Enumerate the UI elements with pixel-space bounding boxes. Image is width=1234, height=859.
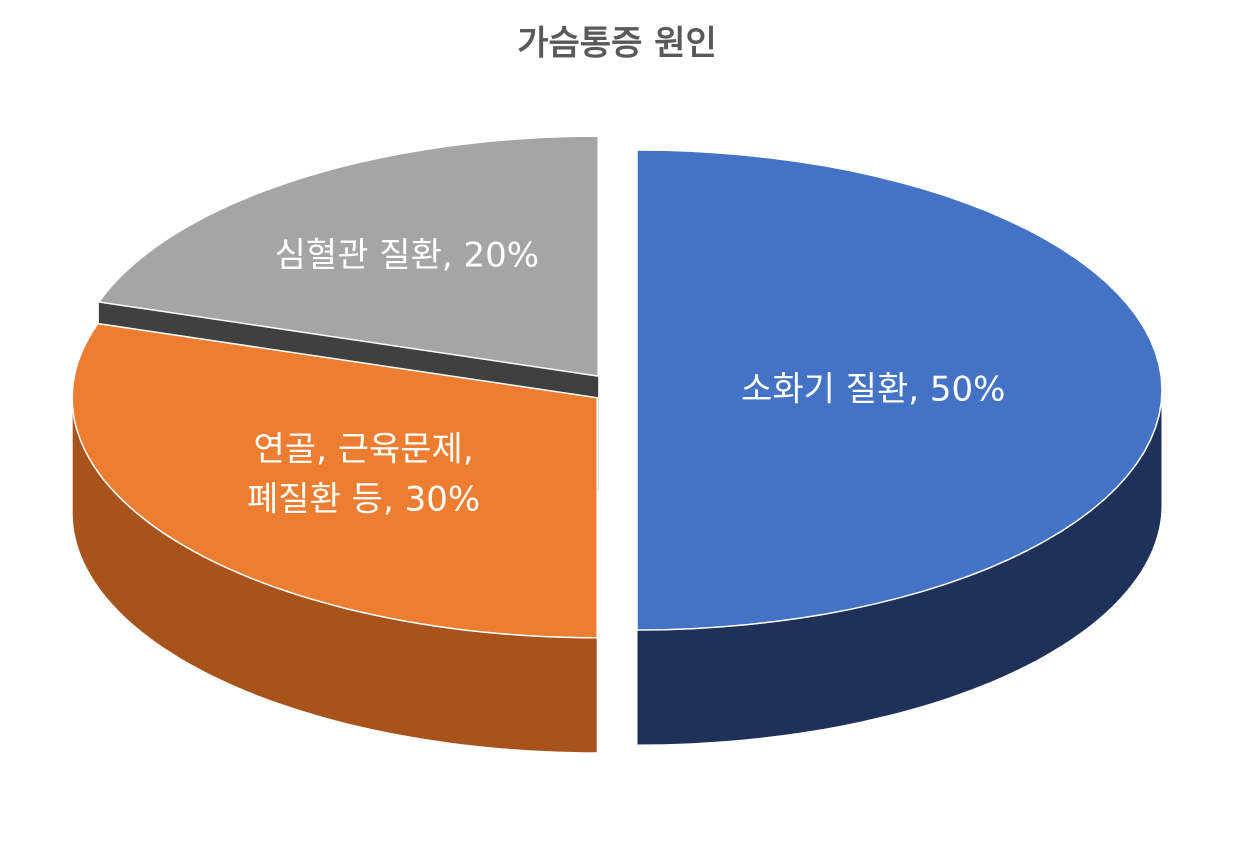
slice [71,322,598,639]
data-label: 연골, 근육문제, 폐질환 등, 30% [247,430,481,520]
slice [97,135,599,377]
chart-title: 가슴통증 원인 [517,24,717,64]
data-label: 소화기 질환, 50% [741,369,1006,410]
slice [636,149,1163,631]
data-label: 심혈관 질환, 20% [274,235,540,276]
pie [71,135,1163,754]
